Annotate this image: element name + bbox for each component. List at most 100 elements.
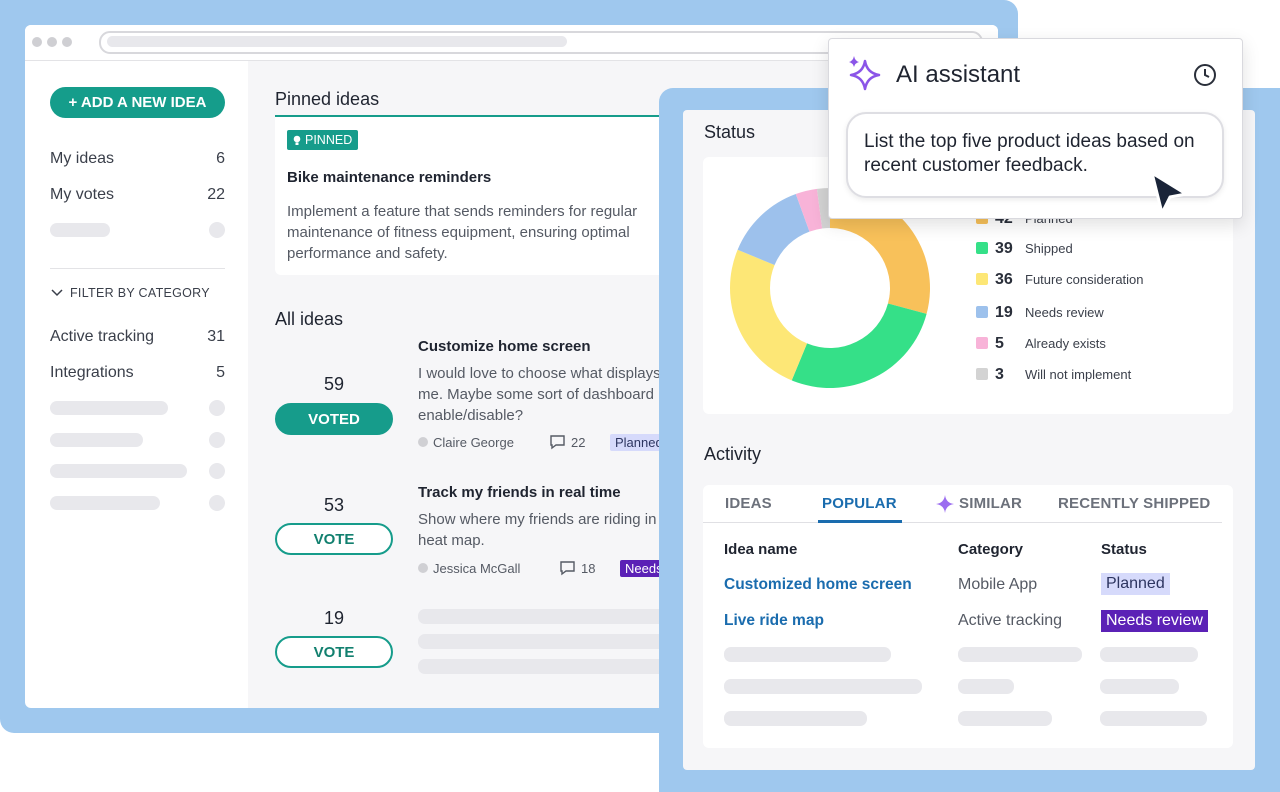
skeleton (209, 432, 225, 448)
skeleton (418, 634, 688, 649)
url-placeholder (107, 36, 567, 47)
tab-active[interactable]: POPULAR (822, 495, 897, 512)
category-label: Active tracking (50, 328, 155, 345)
column-header: Idea name (724, 541, 798, 558)
pinned-badge-text: PINNED (305, 133, 353, 147)
legend-label: Will not implement (1025, 367, 1132, 382)
idea-description: Show where my friends are riding in a he… (418, 511, 669, 549)
donut-segment (830, 188, 930, 314)
category-cell: Mobile App (958, 576, 1038, 593)
divider (50, 268, 225, 269)
status-badge: Planned (610, 434, 668, 451)
idea-title[interactable]: Customize home screen (418, 338, 591, 355)
nav-label: My ideas (50, 150, 115, 167)
legend-label: Already exists (1025, 336, 1106, 351)
skeleton (209, 400, 225, 416)
column-header: Category (958, 541, 1024, 558)
skeleton (1100, 711, 1207, 726)
pinned-badge: PINNED (287, 130, 359, 150)
sparkle-icon (936, 495, 954, 513)
category-count: 5 (216, 364, 225, 381)
idea-title[interactable]: Track my friends in real time (418, 484, 621, 501)
legend-label: Future consideration (1025, 272, 1144, 287)
tab[interactable]: RECENTLY SHIPPED (1058, 495, 1211, 512)
tab-underline (818, 520, 902, 523)
status-badge: Needs review (1101, 610, 1208, 632)
section-heading: All ideas (275, 309, 344, 329)
vote-count: 59 (323, 374, 345, 394)
skeleton (418, 659, 688, 674)
nav-item[interactable]: My ideas 6 (50, 150, 225, 168)
legend-swatch (976, 368, 988, 380)
bulb-icon (293, 135, 301, 145)
legend-label: Shipped (1025, 241, 1073, 256)
category-item[interactable]: Active tracking 31 (50, 328, 225, 346)
donut-segment (795, 188, 823, 232)
legend-value: 3 (995, 366, 1004, 383)
donut-segment (816, 188, 830, 229)
section-heading: Status (704, 122, 756, 142)
donut-segment (730, 249, 808, 381)
vote-button[interactable]: VOTED (275, 403, 393, 435)
filter-heading: FILTER BY CATEGORY (70, 286, 210, 300)
skeleton (958, 647, 1082, 662)
legend-swatch (976, 273, 988, 285)
nav-count: 6 (216, 150, 225, 167)
legend-swatch (976, 337, 988, 349)
window-dot (47, 37, 57, 47)
skeleton (50, 496, 160, 510)
comment-count: 22 (571, 435, 586, 450)
comment-icon (550, 435, 565, 450)
donut-segment (791, 303, 927, 388)
category-label: Integrations (50, 364, 134, 381)
idea-link[interactable]: Customized home screen (724, 576, 912, 593)
legend-swatch (976, 242, 988, 254)
skeleton (50, 401, 168, 415)
pinned-title: Bike maintenance reminders (287, 169, 492, 186)
cursor-icon (1150, 171, 1188, 215)
category-item[interactable]: Integrations 5 (50, 364, 225, 382)
skeleton (209, 463, 225, 479)
chevron-icon (51, 289, 63, 297)
pinned-underline (275, 115, 680, 117)
sparkle-icon (849, 56, 881, 91)
add-idea-button[interactable]: + ADD A NEW IDEA (50, 87, 225, 118)
assistant-title: AI assistant (896, 61, 1021, 88)
nav-item[interactable]: My votes 22 (50, 186, 225, 204)
comment-count: 18 (581, 561, 596, 576)
window-dot (32, 37, 42, 47)
tab[interactable]: SIMILAR (959, 495, 1023, 512)
history-icon[interactable] (1192, 62, 1218, 88)
idea-description: I would love to choose what displays for… (418, 365, 691, 424)
skeleton (209, 495, 225, 511)
skeleton (50, 223, 110, 237)
legend-value: 39 (995, 240, 1013, 257)
status-badge: Planned (1101, 573, 1170, 595)
skeleton (418, 609, 688, 624)
vote-count: 19 (323, 608, 345, 628)
skeleton (958, 711, 1052, 726)
skeleton (724, 679, 922, 694)
skeleton (958, 679, 1014, 694)
skeleton (209, 222, 225, 238)
skeleton (724, 711, 867, 726)
tab-divider (703, 522, 1222, 523)
filter-toggle[interactable]: FILTER BY CATEGORY (50, 286, 210, 300)
avatar (418, 563, 428, 573)
legend-value: 36 (995, 271, 1013, 288)
idea-author: Claire George (433, 435, 514, 450)
donut-segment (737, 194, 810, 266)
skeleton (1100, 647, 1198, 662)
vote-button[interactable]: VOTE (275, 636, 393, 668)
section-heading: Activity (704, 444, 762, 464)
idea-author: Jessica McGall (433, 561, 521, 576)
skeleton (50, 433, 143, 447)
comment-icon (560, 561, 575, 576)
tab[interactable]: IDEAS (725, 495, 772, 512)
idea-link[interactable]: Live ride map (724, 612, 824, 629)
legend-value: 5 (995, 335, 1004, 352)
vote-button[interactable]: VOTE (275, 523, 393, 555)
legend-swatch (976, 306, 988, 318)
avatar (418, 437, 428, 447)
